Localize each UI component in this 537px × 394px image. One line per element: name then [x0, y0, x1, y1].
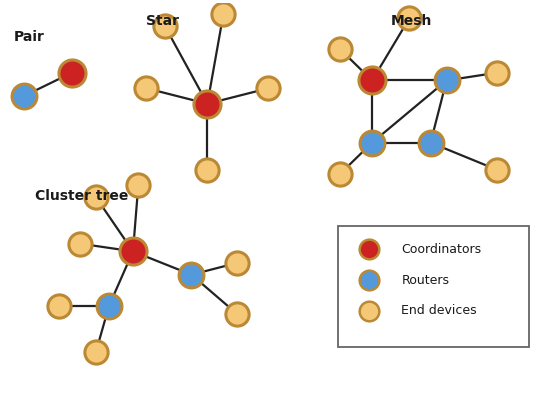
Point — [368, 77, 376, 84]
Point — [129, 248, 137, 255]
Point — [91, 349, 100, 355]
Point — [264, 85, 273, 91]
Point — [187, 271, 196, 278]
Point — [233, 310, 241, 317]
Text: Star: Star — [146, 15, 179, 28]
Point — [493, 167, 502, 173]
Point — [20, 93, 28, 99]
Text: Mesh: Mesh — [391, 15, 432, 28]
FancyBboxPatch shape — [338, 226, 529, 347]
Point — [368, 139, 376, 146]
Point — [493, 70, 502, 76]
Text: Cluster tree: Cluster tree — [35, 189, 128, 203]
Text: Coordinators: Coordinators — [401, 243, 482, 256]
Point — [54, 303, 63, 309]
Point — [426, 139, 435, 146]
Point — [336, 171, 345, 177]
Point — [405, 15, 413, 21]
Text: Pair: Pair — [13, 30, 44, 44]
Point — [68, 70, 76, 76]
Point — [161, 23, 169, 29]
Point — [142, 85, 150, 91]
Point — [365, 246, 374, 253]
Point — [233, 260, 241, 266]
Point — [134, 182, 143, 188]
Point — [219, 11, 228, 18]
Point — [105, 303, 113, 309]
Point — [365, 308, 374, 314]
Point — [365, 277, 374, 283]
Text: Routers: Routers — [401, 273, 449, 286]
Point — [203, 167, 212, 173]
Point — [203, 100, 212, 107]
Point — [76, 240, 84, 247]
Point — [442, 77, 451, 84]
Point — [91, 194, 100, 200]
Point — [336, 46, 345, 52]
Text: End devices: End devices — [401, 304, 477, 317]
